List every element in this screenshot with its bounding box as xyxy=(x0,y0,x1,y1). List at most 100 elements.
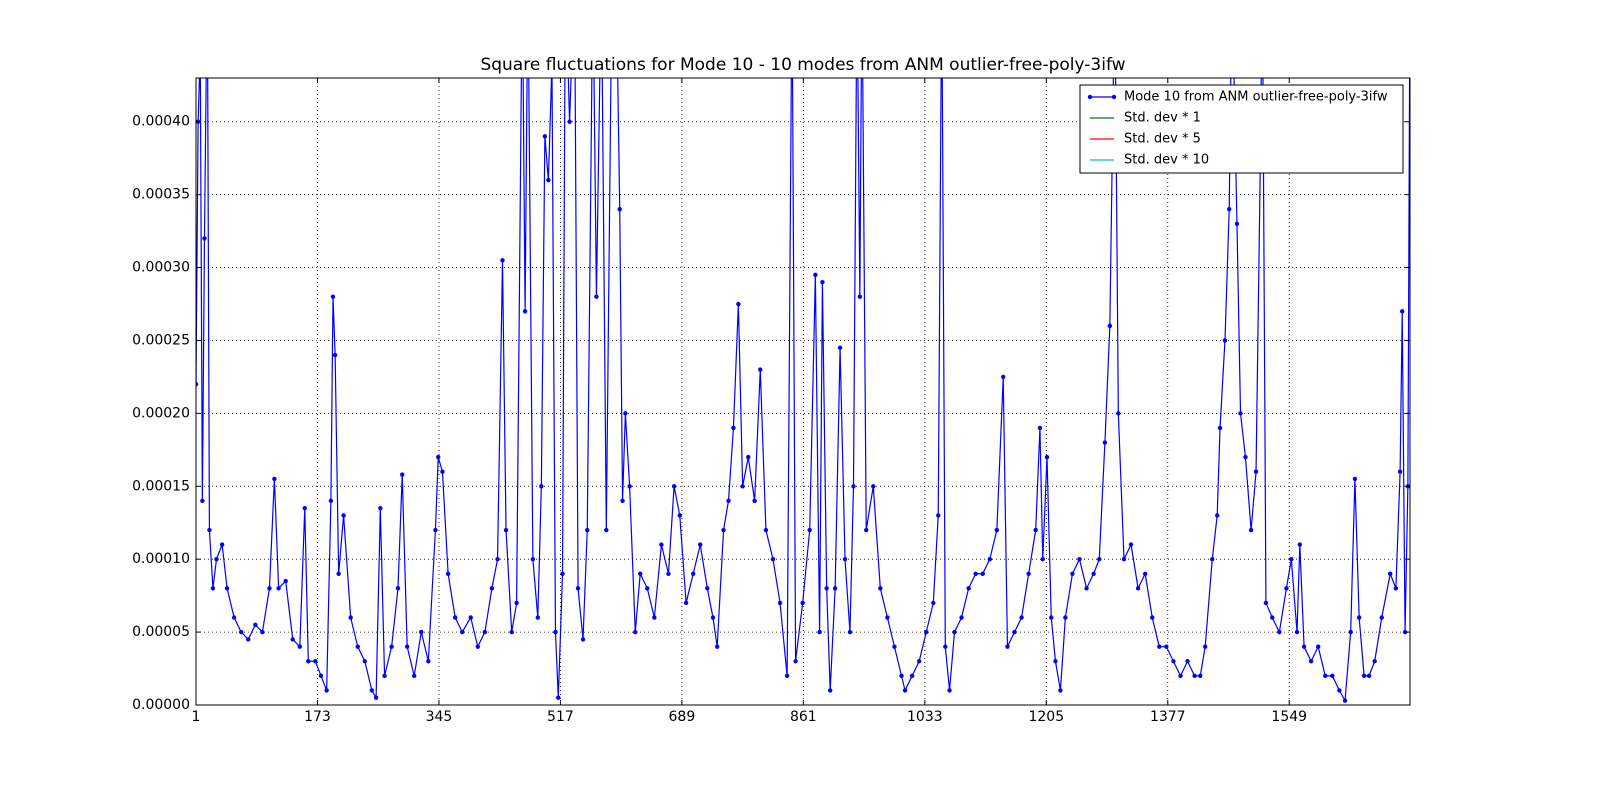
y-tick-label: 0.00035 xyxy=(132,187,190,203)
data-point xyxy=(1058,688,1063,693)
data-point xyxy=(530,556,536,562)
data-point xyxy=(200,498,205,504)
data-point xyxy=(746,454,751,460)
y-tick-label: 0.00030 xyxy=(132,260,190,276)
data-point xyxy=(1352,476,1358,482)
data-point xyxy=(202,236,207,241)
data-point xyxy=(847,629,853,635)
data-point xyxy=(1294,629,1300,635)
data-point xyxy=(210,586,216,591)
data-point xyxy=(373,695,379,700)
data-point xyxy=(736,301,741,307)
data-point xyxy=(495,556,500,562)
data-point xyxy=(224,586,230,591)
data-point xyxy=(198,47,202,51)
data-point xyxy=(1037,425,1043,431)
data-point xyxy=(1198,673,1203,679)
data-point xyxy=(1356,615,1362,620)
legend-marker xyxy=(1111,94,1117,100)
data-point xyxy=(503,527,509,533)
data-point xyxy=(987,556,992,562)
data-point xyxy=(752,498,757,504)
y-tick-label: 0.00040 xyxy=(132,114,190,130)
data-point xyxy=(318,673,324,679)
data-point xyxy=(627,484,632,489)
data-point xyxy=(341,513,346,518)
legend-label: Std. dev * 10 xyxy=(1124,153,1209,168)
data-point xyxy=(777,600,783,606)
data-point xyxy=(313,659,318,664)
data-point xyxy=(404,644,410,649)
data-point xyxy=(324,688,329,693)
data-point xyxy=(1227,207,1232,212)
data-point xyxy=(770,556,776,562)
data-point xyxy=(604,527,609,533)
data-point xyxy=(652,615,657,620)
data-point xyxy=(677,513,682,518)
data-point xyxy=(1323,673,1328,679)
data-point xyxy=(1157,644,1162,649)
y-tick-label: 0.00015 xyxy=(132,478,190,494)
data-point xyxy=(426,659,431,664)
data-point xyxy=(966,586,971,591)
legend-box xyxy=(1079,84,1404,174)
data-point xyxy=(1400,309,1405,314)
data-point xyxy=(710,615,716,620)
data-point xyxy=(509,629,514,635)
data-point xyxy=(902,688,908,693)
data-point xyxy=(553,629,558,635)
data-point xyxy=(1053,659,1058,664)
data-point xyxy=(219,542,225,547)
data-point xyxy=(272,476,277,482)
data-point xyxy=(1091,571,1096,576)
data-point xyxy=(1270,615,1275,620)
data-point xyxy=(1164,644,1169,649)
data-point xyxy=(1077,556,1082,562)
data-point xyxy=(617,207,622,212)
data-point xyxy=(1040,556,1045,562)
data-point xyxy=(1121,556,1127,562)
data-point xyxy=(556,695,561,700)
data-point xyxy=(297,644,303,649)
data-point xyxy=(539,484,544,489)
data-point xyxy=(994,527,1000,533)
data-point xyxy=(824,586,829,591)
data-point xyxy=(1330,673,1335,679)
data-point xyxy=(1202,644,1208,649)
x-tick-label: 1205 xyxy=(1028,709,1064,725)
data-point xyxy=(813,272,818,278)
data-point xyxy=(302,505,307,511)
data-point xyxy=(837,345,843,350)
data-point xyxy=(1289,556,1294,562)
data-point xyxy=(482,629,488,635)
data-point xyxy=(1248,527,1254,533)
data-point xyxy=(784,673,790,679)
legend-label: Std. dev * 1 xyxy=(1124,111,1201,126)
data-point xyxy=(382,673,387,679)
x-tick-label: 1377 xyxy=(1150,709,1186,725)
data-point xyxy=(638,571,643,576)
data-point xyxy=(336,571,341,576)
data-point xyxy=(238,629,244,635)
x-tick-label: 173 xyxy=(304,709,331,725)
data-point xyxy=(698,542,703,547)
data-point xyxy=(348,615,353,620)
data-point xyxy=(1284,586,1289,591)
data-point xyxy=(276,586,281,591)
legend-label: Mode 10 from ANM outlier-free-poly-3ifw xyxy=(1124,90,1388,105)
data-point xyxy=(1070,571,1075,576)
data-point xyxy=(1084,586,1089,591)
data-point xyxy=(952,629,957,635)
data-point xyxy=(1253,469,1259,474)
data-point xyxy=(1012,629,1017,635)
data-point xyxy=(763,527,769,533)
data-point xyxy=(659,542,664,547)
data-point xyxy=(714,644,720,649)
data-point xyxy=(330,294,336,299)
data-point xyxy=(436,454,441,460)
legend-label: Std. dev * 5 xyxy=(1124,132,1201,147)
data-point xyxy=(1026,571,1031,576)
data-point xyxy=(705,586,710,591)
data-point xyxy=(832,586,838,591)
data-point xyxy=(857,294,863,299)
